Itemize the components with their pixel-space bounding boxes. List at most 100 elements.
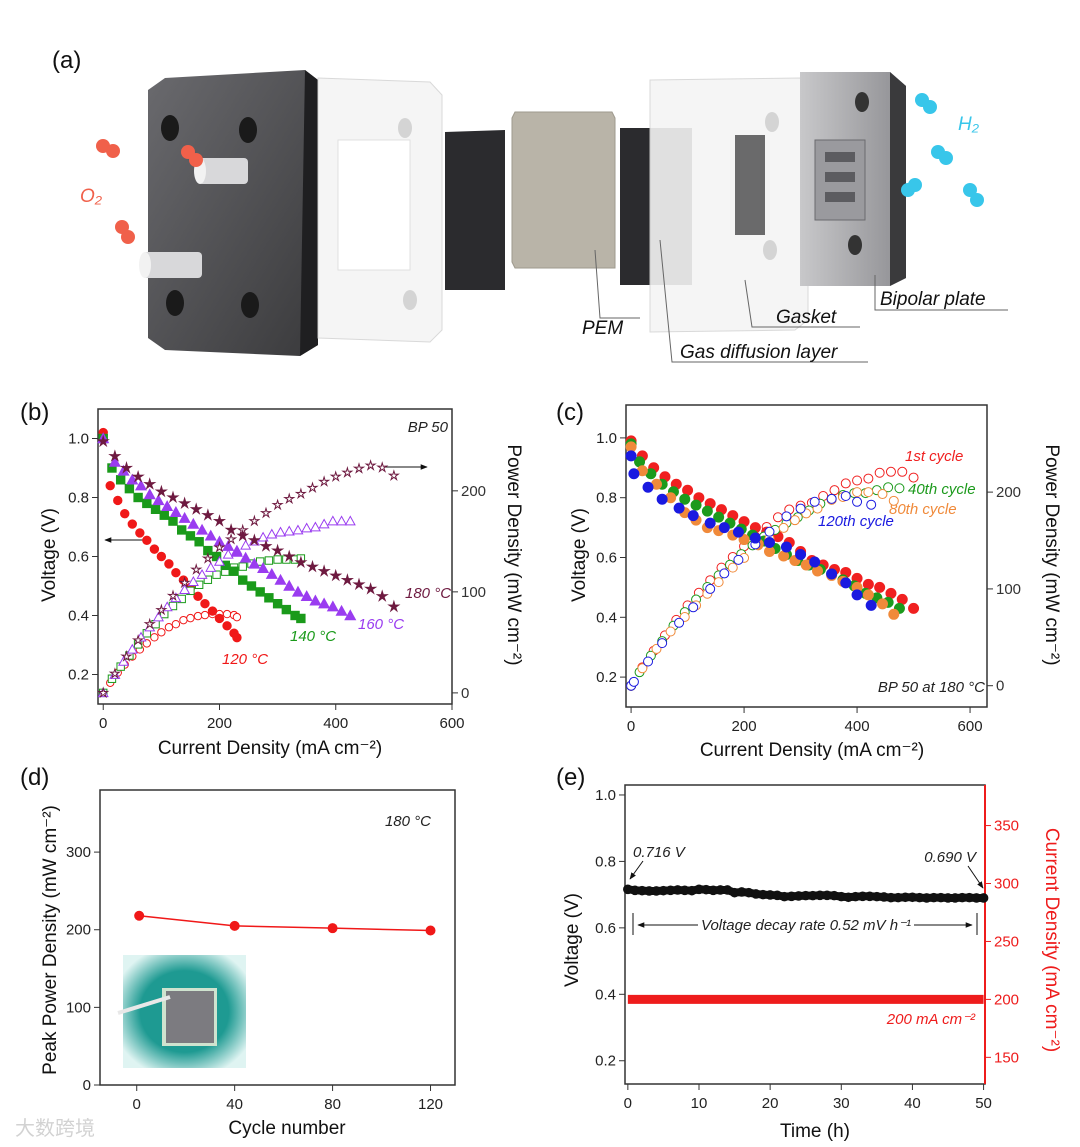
chart-b-xtick-label: 0 bbox=[99, 715, 107, 732]
chart-b-power-point bbox=[318, 518, 330, 529]
legend-label-180: 180 °C bbox=[405, 585, 451, 602]
chart-b-voltage-point bbox=[127, 519, 137, 529]
chart-c-power-point bbox=[665, 626, 676, 637]
chart-d-point bbox=[327, 923, 338, 934]
chart-b-power-point bbox=[274, 526, 287, 537]
right-gasket bbox=[649, 77, 809, 333]
chart-e-voltage-point bbox=[779, 891, 790, 902]
chart-b-power-point bbox=[213, 540, 226, 553]
chart-b-power-point bbox=[283, 525, 295, 536]
chart-e-voltage-point bbox=[964, 892, 975, 903]
chart-c-plot-frame bbox=[625, 404, 988, 708]
chart-e-voltage-point bbox=[857, 891, 868, 902]
chart-c-voltage-point bbox=[812, 565, 824, 577]
chart-e-y2tick-label: 300 bbox=[994, 876, 1019, 893]
chart-b-xtick-label: 200 bbox=[207, 715, 232, 732]
chart-b-power-point bbox=[259, 506, 273, 519]
chart-c-voltage-point bbox=[840, 577, 852, 589]
chart-e-y2tick-label: 250 bbox=[994, 933, 1019, 950]
chart-b-power-point bbox=[240, 539, 252, 550]
legend-label-140: 140 °C bbox=[290, 628, 336, 645]
chart-d-point bbox=[134, 910, 145, 921]
chart-e-xtick-label: 50 bbox=[975, 1095, 992, 1112]
chart-e-xtick-label: 20 bbox=[762, 1095, 779, 1112]
chart-c-voltage-point bbox=[718, 522, 730, 534]
chart-c-power-point bbox=[852, 475, 863, 486]
chart-e-voltage-point bbox=[765, 890, 775, 900]
chart-e-voltage-point bbox=[751, 889, 761, 899]
chart-b-voltage-point bbox=[166, 490, 180, 504]
chart-b-voltage-point bbox=[171, 568, 181, 578]
chart-b-xtick-label: 600 bbox=[439, 715, 464, 732]
chart-b-voltage-point bbox=[201, 508, 215, 521]
chart-c-power-point bbox=[789, 515, 800, 526]
chart-b-voltage-point bbox=[211, 551, 222, 562]
chart-c-power-point bbox=[874, 467, 885, 478]
chart-e-voltage-point bbox=[843, 892, 854, 903]
chart-e-voltage-point bbox=[886, 892, 896, 903]
end-voltage-label: 0.690 V bbox=[924, 849, 978, 866]
chart-b-voltage-point bbox=[149, 544, 160, 554]
chart-b-voltage-point bbox=[232, 632, 242, 643]
chart-b-power-point bbox=[97, 686, 110, 699]
chart-c-voltage-point bbox=[732, 526, 744, 538]
chart-b-voltage-point bbox=[177, 525, 187, 535]
chart-b-power-point bbox=[264, 556, 274, 565]
chart-b-voltage-point bbox=[259, 539, 273, 552]
chart-c-xtick-label: 400 bbox=[845, 718, 870, 735]
chart-c-voltage-point bbox=[642, 481, 654, 493]
chart-b-power-point bbox=[143, 617, 156, 630]
chart-b-voltage-point bbox=[154, 484, 168, 498]
gasket-label: Gasket bbox=[776, 307, 837, 328]
chart-b-power-point bbox=[120, 650, 133, 662]
chart-b-polarization-temperature: Voltage (V) Power Density (mW cm⁻²) Curr… bbox=[39, 408, 524, 759]
chart-e-y2tick-label: 350 bbox=[994, 818, 1019, 835]
chart-d-xtick-label: 120 bbox=[418, 1096, 443, 1113]
chart-c-power-point bbox=[840, 478, 851, 489]
chart-e-voltage-point bbox=[793, 891, 804, 901]
left-bipolar-plate bbox=[139, 70, 318, 356]
chart-c-voltage-point bbox=[888, 608, 900, 620]
chart-e-voltage-point bbox=[672, 885, 683, 895]
chart-c-power-point bbox=[888, 495, 899, 506]
chart-e-y2tick-label: 200 bbox=[994, 991, 1019, 1008]
chart-b-power-point bbox=[166, 589, 180, 602]
chart-b-voltage-point bbox=[131, 469, 145, 483]
chart-b-voltage-point bbox=[113, 495, 123, 506]
chart-b-ylabel: Voltage (V) bbox=[39, 508, 60, 602]
chart-e-voltage-point bbox=[900, 892, 911, 903]
start-voltage-arrow bbox=[629, 860, 644, 880]
chart-b-series-3 bbox=[96, 434, 401, 699]
chart-b-power-point bbox=[142, 639, 152, 648]
chart-b-power-point bbox=[164, 623, 174, 632]
chart-b-voltage-point bbox=[120, 509, 130, 519]
chart-b-ytick-label: 0.2 bbox=[68, 667, 89, 684]
chart-b-voltage-point bbox=[133, 492, 143, 503]
chart-e-xtick-label: 0 bbox=[624, 1095, 632, 1112]
chart-b-voltage-point bbox=[296, 613, 306, 624]
chart-b-power-point bbox=[179, 584, 191, 595]
chart-b-voltage-point bbox=[187, 517, 200, 529]
chart-b-power-point bbox=[179, 615, 188, 625]
chart-e-voltage-point bbox=[630, 885, 640, 896]
chart-d-xtick-label: 40 bbox=[226, 1096, 243, 1113]
chart-b-voltage-point bbox=[161, 500, 174, 512]
chart-e-voltage-point bbox=[665, 885, 676, 896]
chart-b-voltage-point bbox=[272, 599, 283, 609]
chart-e-xlabel: Time (h) bbox=[780, 1121, 850, 1142]
legend-label-40th: 40th cycle bbox=[908, 481, 976, 498]
bipolar-plate-label: Bipolar plate bbox=[880, 289, 986, 310]
chart-b-power-point bbox=[152, 611, 165, 622]
legend-label-1st: 1st cycle bbox=[905, 448, 963, 465]
chart-c-voltage-point bbox=[851, 589, 863, 601]
chart-d-peak-power: Peak Power Density (mW cm⁻²) Cycle numbe… bbox=[40, 789, 456, 1139]
chart-c-y2tick-label: 100 bbox=[996, 581, 1021, 598]
chart-e-voltage-point bbox=[850, 891, 861, 902]
gdl-label: Gas diffusion layer bbox=[680, 342, 838, 363]
panel-label-c: (c) bbox=[556, 399, 584, 426]
chart-b-voltage-point bbox=[168, 516, 178, 526]
chart-c-voltage-point bbox=[687, 510, 699, 522]
chart-b-voltage-point bbox=[156, 551, 167, 562]
chart-c-voltage-point bbox=[896, 593, 908, 605]
chart-b-series-1 bbox=[98, 433, 306, 698]
